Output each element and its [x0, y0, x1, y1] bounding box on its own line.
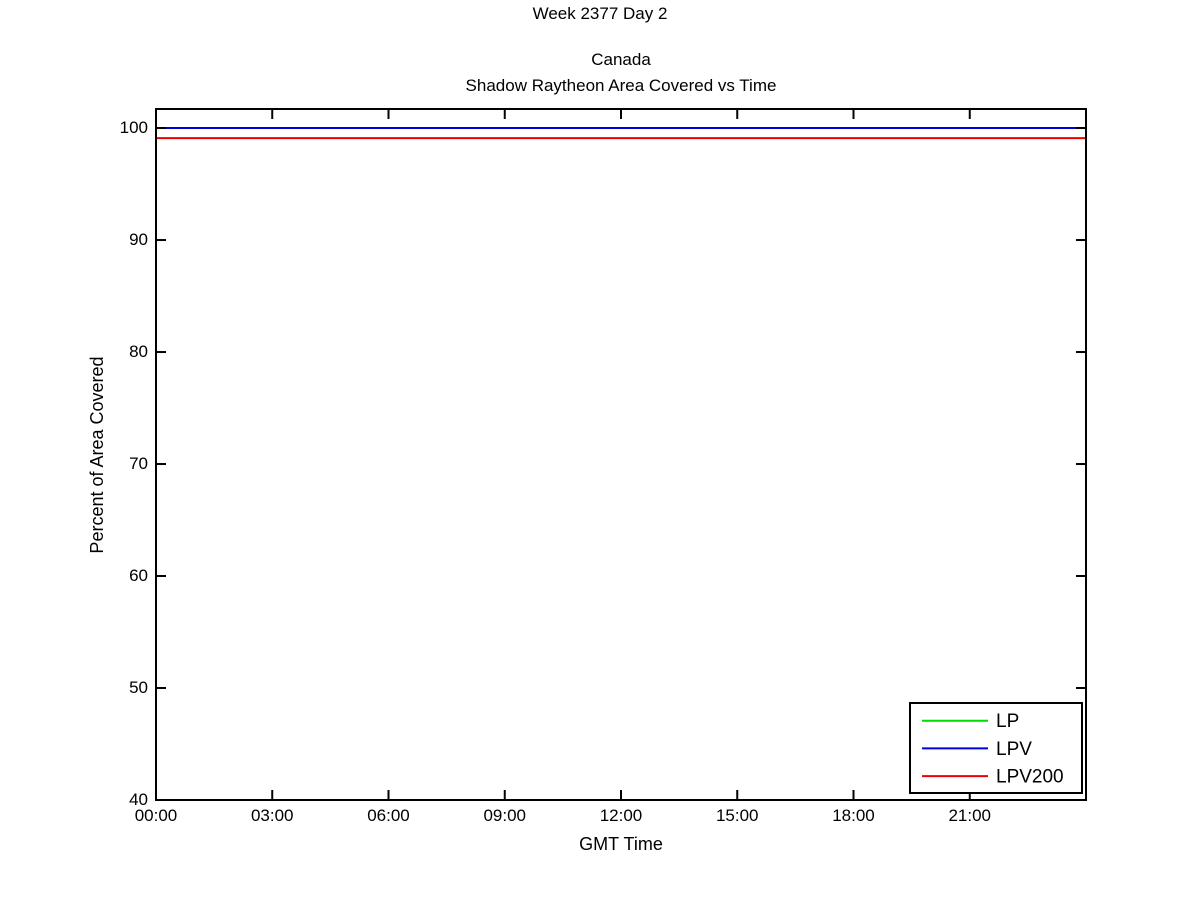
x-tick-label: 21:00: [948, 806, 992, 825]
y-tick-label: 60: [129, 566, 148, 585]
y-tick-label: 40: [129, 790, 148, 809]
chart-title: Canada Shadow Raytheon Area Covered vs T…: [156, 47, 1086, 99]
y-tick-label: 100: [119, 118, 148, 138]
x-tick-label: 03:00: [250, 806, 294, 825]
y-tick-label: 90: [129, 230, 148, 250]
x-tick-label: 15:00: [715, 806, 759, 825]
x-tick-label: 12:00: [599, 806, 643, 825]
chart-title-line-2: Shadow Raytheon Area Covered vs Time: [465, 76, 777, 95]
figure-suptitle: Week 2377 Day 2: [532, 4, 668, 23]
legend-label-lpv: LPV: [996, 739, 1032, 760]
y-tick-label: 50: [129, 678, 148, 697]
x-tick-label: 18:00: [832, 806, 875, 825]
x-tick-label: 06:00: [367, 806, 410, 825]
chart-title-line-1: Canada: [591, 50, 651, 69]
axes-box: [155, 108, 1087, 801]
legend-label-lp: LP: [996, 711, 1019, 732]
legend-label-lpv200: LPV200: [996, 767, 1064, 788]
x-tick-label: 00:00: [134, 806, 178, 825]
y-tick-label: 80: [129, 342, 148, 362]
legend: LP LPV LPV200: [909, 702, 1083, 794]
x-axis-label: GMT Time: [579, 834, 663, 854]
x-tick-label: 09:00: [483, 806, 527, 825]
y-tick-label: 70: [129, 454, 148, 474]
